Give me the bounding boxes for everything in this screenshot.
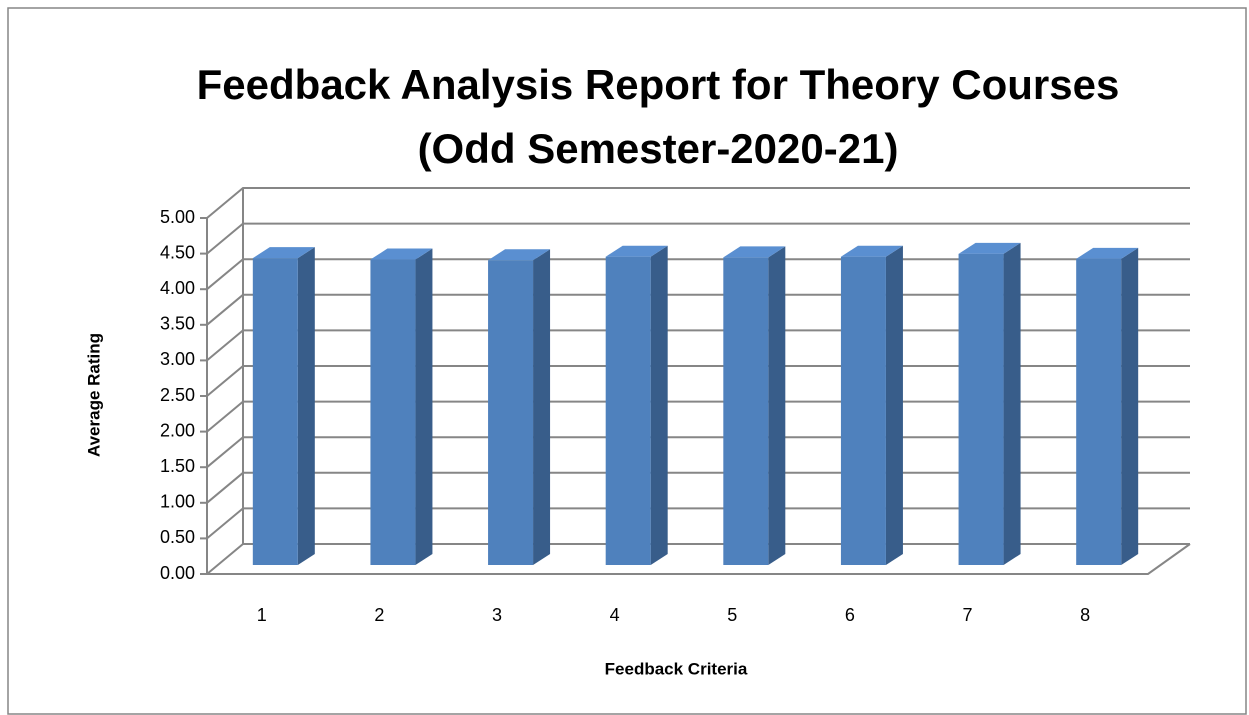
y-tick-label: 0.50 bbox=[160, 527, 195, 547]
bar-front bbox=[840, 256, 886, 565]
bar-front bbox=[488, 260, 534, 565]
bar-top bbox=[252, 247, 315, 259]
y-tick-label: 1.50 bbox=[160, 456, 195, 476]
x-tick-label: 8 bbox=[1080, 605, 1090, 625]
bar-top bbox=[605, 245, 668, 257]
bar-front bbox=[252, 258, 298, 565]
bar-top bbox=[723, 246, 786, 258]
bar bbox=[723, 246, 786, 565]
bar-side bbox=[1003, 242, 1021, 565]
y-tick-label: 0.00 bbox=[160, 563, 195, 583]
x-tick-label: 7 bbox=[963, 605, 973, 625]
x-tick-label: 3 bbox=[492, 605, 502, 625]
y-tick-label: 3.50 bbox=[160, 314, 195, 334]
y-tick-label: 3.00 bbox=[160, 349, 195, 369]
bar-side bbox=[297, 247, 315, 566]
floor-front bbox=[207, 543, 1191, 575]
bar-top bbox=[370, 248, 433, 260]
grid-line bbox=[206, 187, 1190, 219]
x-tick-label: 1 bbox=[257, 605, 267, 625]
bar-side bbox=[768, 246, 786, 565]
bar-side bbox=[415, 248, 433, 565]
bar-front bbox=[605, 256, 651, 565]
bar-top bbox=[488, 249, 551, 261]
bar-top bbox=[958, 242, 1021, 254]
y-tick-label: 1.00 bbox=[160, 492, 195, 512]
x-axis-title: Feedback Criteria bbox=[605, 659, 748, 678]
bar bbox=[488, 249, 551, 565]
bar-front bbox=[1076, 258, 1122, 565]
y-tick-label: 5.00 bbox=[160, 207, 195, 227]
chart-subtitle: (Odd Semester-2020-21) bbox=[418, 125, 899, 172]
bar-side bbox=[1121, 247, 1139, 565]
bar-side bbox=[650, 245, 668, 566]
bar-front bbox=[958, 253, 1004, 565]
y-tick-label: 4.50 bbox=[160, 242, 195, 262]
chart-title: Feedback Analysis Report for Theory Cour… bbox=[197, 61, 1120, 108]
y-axis-title: Average Rating bbox=[84, 333, 103, 457]
bar-top bbox=[840, 245, 903, 257]
grid-line bbox=[206, 222, 1190, 255]
x-tick-label: 5 bbox=[727, 605, 737, 625]
bar-front bbox=[370, 259, 416, 565]
bar-side bbox=[885, 245, 903, 566]
x-tick-label: 4 bbox=[610, 605, 620, 625]
bar bbox=[1076, 247, 1139, 565]
bar bbox=[370, 248, 433, 565]
bar-side bbox=[533, 249, 551, 565]
y-tick-label: 4.00 bbox=[160, 278, 195, 298]
y-tick-label: 2.00 bbox=[160, 420, 195, 440]
bar-front bbox=[723, 257, 769, 565]
x-tick-label: 6 bbox=[845, 605, 855, 625]
y-tick-label: 2.50 bbox=[160, 385, 195, 405]
x-tick-label: 2 bbox=[374, 605, 384, 625]
bar bbox=[252, 247, 315, 566]
bar bbox=[958, 242, 1021, 565]
bar bbox=[840, 245, 903, 566]
bar-top bbox=[1076, 247, 1139, 259]
bar bbox=[605, 245, 668, 566]
